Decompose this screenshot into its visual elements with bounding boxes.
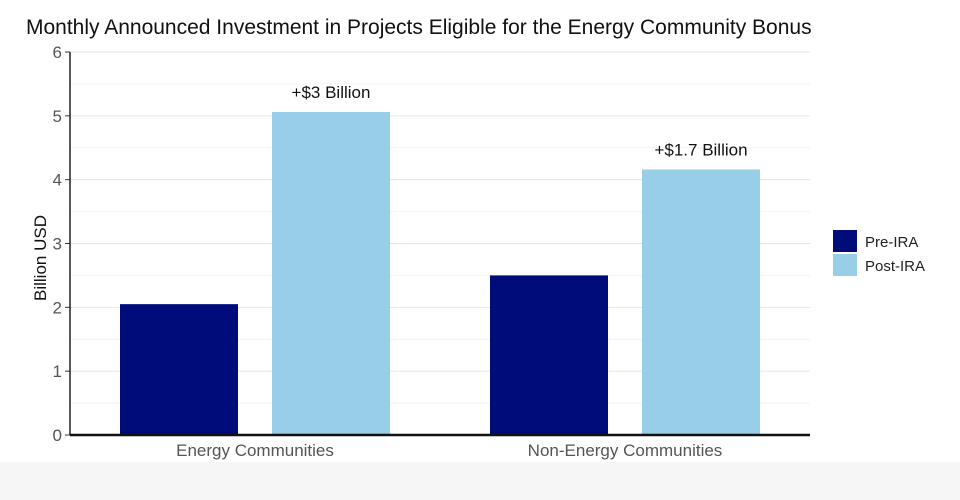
y-tick-label: 5 <box>53 107 62 126</box>
legend-label: Pre-IRA <box>865 234 918 251</box>
legend-label: Post-IRA <box>865 258 925 275</box>
y-tick-label: 4 <box>53 171 62 190</box>
y-tick-label: 0 <box>53 426 62 445</box>
axes: 0 1 2 3 4 5 6 <box>53 43 810 445</box>
bar-post-ira-2 <box>642 169 760 435</box>
x-category-label: Non-Energy Communities <box>528 441 723 460</box>
bar-annotation: +$1.7 Billion <box>654 140 747 159</box>
bar-post-ira-1 <box>272 112 390 436</box>
bar-pre-ira-1 <box>120 304 238 435</box>
y-tick-label: 1 <box>53 362 62 381</box>
x-category-label: Energy Communities <box>176 441 334 460</box>
y-tick-label: 2 <box>53 298 62 317</box>
y-axis-label: Billion USD <box>31 215 50 301</box>
bottom-band <box>0 462 960 500</box>
bar-pre-ira-2 <box>490 275 608 435</box>
legend-swatch <box>833 230 857 252</box>
y-tick-label: 3 <box>53 235 62 254</box>
bars <box>120 112 760 436</box>
labels: +$3 Billion Energy Communities +$1.7 Billi… <box>176 83 747 460</box>
y-tick-label: 6 <box>53 43 62 62</box>
bar-annotation: +$3 Billion <box>292 83 371 102</box>
legend: Pre-IRA Post-IRA <box>833 230 925 276</box>
legend-swatch <box>833 254 857 276</box>
chart-title: Monthly Announced Investment in Projects… <box>26 16 812 39</box>
bar-chart: Monthly Announced Investment in Projects… <box>26 16 925 460</box>
